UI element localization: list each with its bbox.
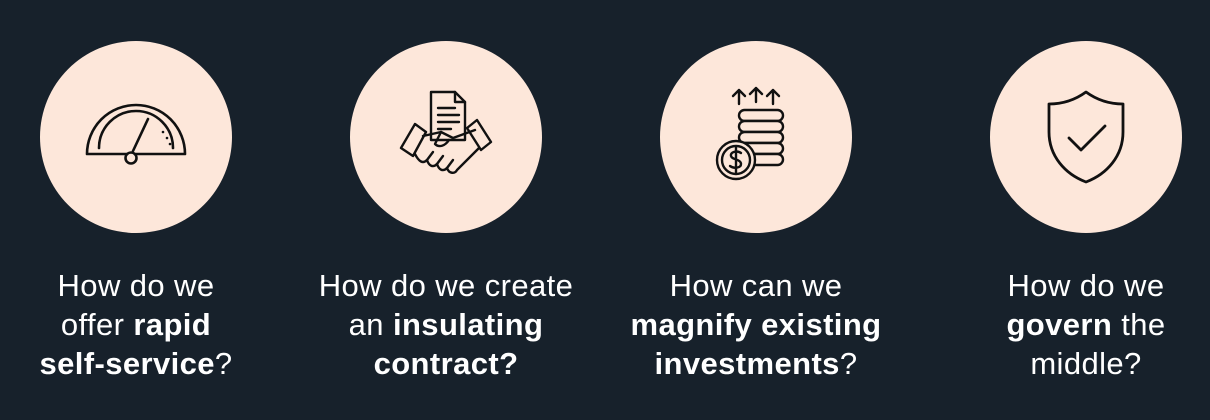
handshake-contract-icon xyxy=(399,90,493,174)
icon-circle xyxy=(990,41,1182,233)
caption-line-2: magnify existing xyxy=(630,307,882,342)
card-rapid-self-service: How do we offer rapid self-service? xyxy=(0,0,286,420)
caption-line-2: govern the xyxy=(1006,307,1166,342)
caption-line-1: How do we xyxy=(1007,268,1165,303)
caption-line-2: an insulating xyxy=(348,307,544,342)
card-caption: How do we govern the middle? xyxy=(936,266,1210,383)
caption-line-1: How can we xyxy=(669,268,843,303)
card-caption: How do we create an insulating contract? xyxy=(296,266,596,383)
icon-circle xyxy=(40,41,232,233)
caption-line-1: How do we xyxy=(57,268,215,303)
icon-circle xyxy=(350,41,542,233)
caption-line-3: investments? xyxy=(654,346,858,381)
caption-line-3: contract? xyxy=(373,346,519,381)
speedometer-icon xyxy=(85,103,187,165)
caption-line-3: self-service? xyxy=(39,346,233,381)
card-magnify-investments: How can we magnify existing investments? xyxy=(606,0,906,420)
shield-check-icon xyxy=(1047,90,1125,184)
icon-circle xyxy=(660,41,852,233)
card-govern-middle: How do we govern the middle? xyxy=(936,0,1210,420)
caption-line-3: middle? xyxy=(1030,346,1142,381)
card-insulating-contract: How do we create an insulating contract? xyxy=(296,0,596,420)
card-caption: How can we magnify existing investments? xyxy=(606,266,906,383)
caption-line-2: offer rapid xyxy=(60,307,212,342)
caption-line-1: How do we create xyxy=(318,268,574,303)
coin-stack-growth-icon xyxy=(715,86,785,181)
card-caption: How do we offer rapid self-service? xyxy=(0,266,286,383)
